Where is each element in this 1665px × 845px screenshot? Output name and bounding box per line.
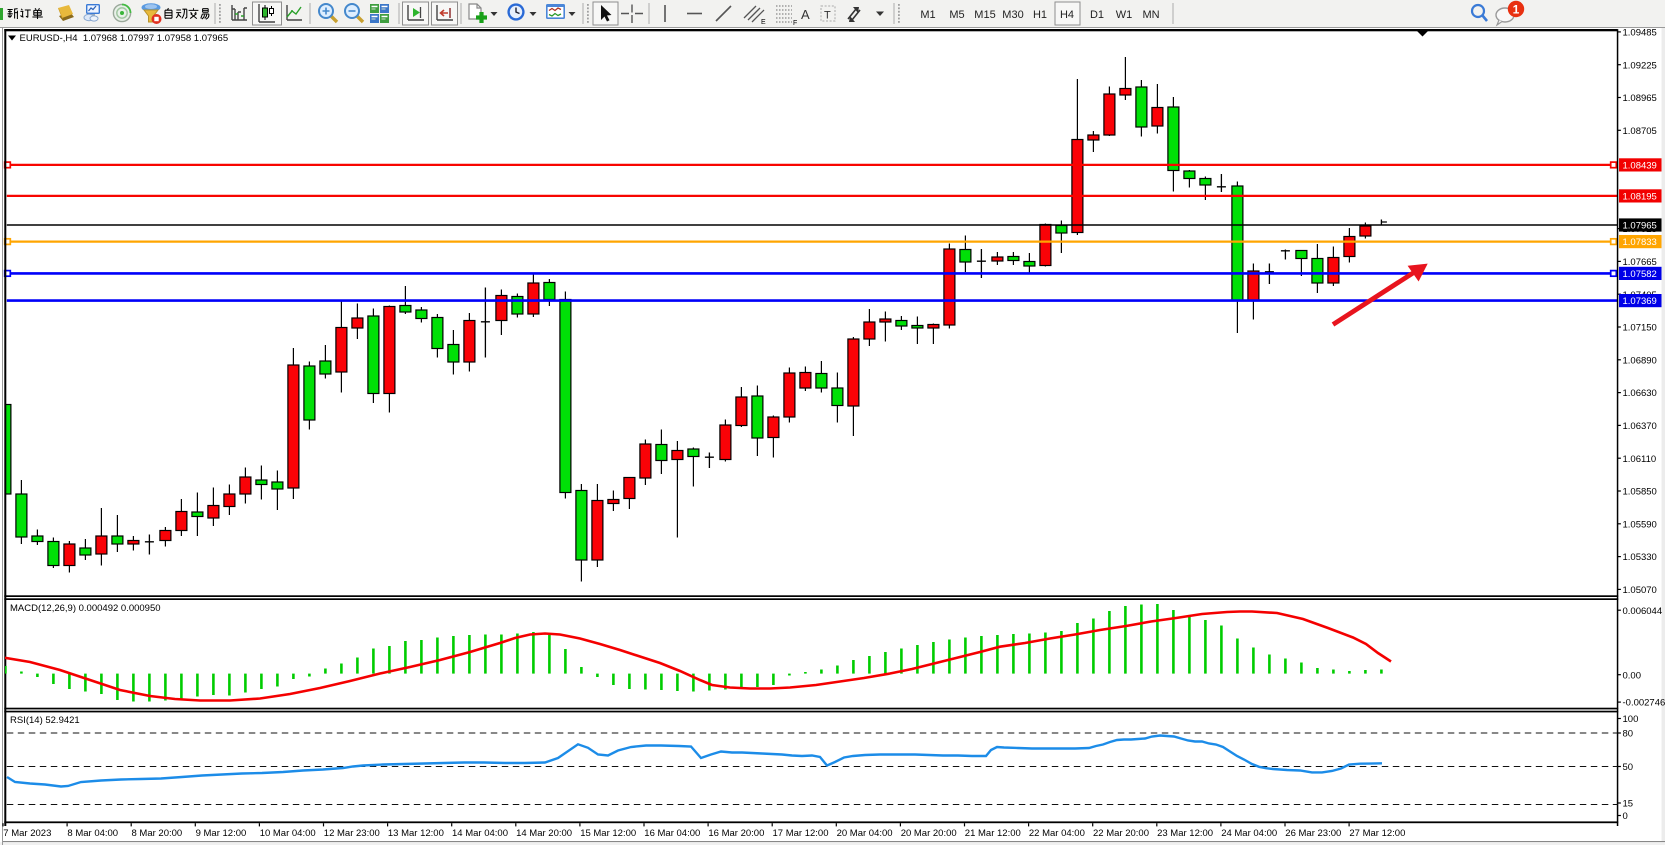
svg-text:15: 15 xyxy=(1623,799,1634,810)
svg-text:21 Mar 12:00: 21 Mar 12:00 xyxy=(965,828,1021,839)
svg-text:1.05590: 1.05590 xyxy=(1623,519,1657,530)
svg-text:1.07369: 1.07369 xyxy=(1623,296,1657,307)
svg-text:16 Mar 20:00: 16 Mar 20:00 xyxy=(708,828,764,839)
svg-text:26 Mar 23:00: 26 Mar 23:00 xyxy=(1285,828,1341,839)
svg-text:W1: W1 xyxy=(1116,9,1133,21)
svg-text:7 Mar 2023: 7 Mar 2023 xyxy=(3,828,51,839)
svg-text:100: 100 xyxy=(1623,714,1639,725)
svg-text:0: 0 xyxy=(1623,811,1628,822)
svg-text:1.06370: 1.06370 xyxy=(1623,421,1657,432)
svg-text:16 Mar 04:00: 16 Mar 04:00 xyxy=(644,828,700,839)
svg-text:12 Mar 23:00: 12 Mar 23:00 xyxy=(324,828,380,839)
svg-text:1.08705: 1.08705 xyxy=(1623,126,1657,137)
svg-text:F: F xyxy=(793,20,797,27)
svg-text:MN: MN xyxy=(1142,9,1159,21)
svg-text:22 Mar 04:00: 22 Mar 04:00 xyxy=(1029,828,1085,839)
svg-text:1.07965: 1.07965 xyxy=(1623,221,1657,232)
svg-text:A: A xyxy=(801,7,810,22)
svg-text:20 Mar 20:00: 20 Mar 20:00 xyxy=(901,828,957,839)
svg-text:20 Mar 04:00: 20 Mar 04:00 xyxy=(837,828,893,839)
svg-text:1.05850: 1.05850 xyxy=(1623,487,1657,498)
svg-text:1.08439: 1.08439 xyxy=(1623,161,1657,172)
svg-text:M5: M5 xyxy=(949,9,964,21)
svg-text:1.08195: 1.08195 xyxy=(1623,192,1657,203)
svg-text:9 Mar 12:00: 9 Mar 12:00 xyxy=(196,828,247,839)
svg-text:80: 80 xyxy=(1623,729,1634,740)
svg-text:1.07150: 1.07150 xyxy=(1623,323,1657,334)
svg-text:50: 50 xyxy=(1623,762,1634,773)
svg-text:M30: M30 xyxy=(1002,9,1023,21)
svg-text:H1: H1 xyxy=(1033,9,1047,21)
svg-text:H4: H4 xyxy=(1060,9,1074,21)
svg-text:1.07665: 1.07665 xyxy=(1623,257,1657,268)
svg-text:8 Mar 20:00: 8 Mar 20:00 xyxy=(132,828,183,839)
svg-text:8 Mar 04:00: 8 Mar 04:00 xyxy=(67,828,118,839)
svg-text:1.07833: 1.07833 xyxy=(1623,237,1657,248)
svg-text:13 Mar 12:00: 13 Mar 12:00 xyxy=(388,828,444,839)
svg-text:1.08965: 1.08965 xyxy=(1623,93,1657,104)
svg-text:14 Mar 20:00: 14 Mar 20:00 xyxy=(516,828,572,839)
svg-text:1: 1 xyxy=(1513,3,1520,17)
svg-text:EURUSD-,H4 1.07968 1.07997 1.: EURUSD-,H4 1.07968 1.07997 1.07958 1.079… xyxy=(20,33,229,44)
svg-text:10 Mar 04:00: 10 Mar 04:00 xyxy=(260,828,316,839)
svg-text:1.05330: 1.05330 xyxy=(1623,552,1657,563)
svg-text:14 Mar 04:00: 14 Mar 04:00 xyxy=(452,828,508,839)
svg-text:T: T xyxy=(824,10,831,22)
svg-text:MACD(12,26,9) 0.000492 0.00095: MACD(12,26,9) 0.000492 0.000950 xyxy=(10,603,161,614)
svg-text:23 Mar 12:00: 23 Mar 12:00 xyxy=(1157,828,1213,839)
svg-text:1.09225: 1.09225 xyxy=(1623,60,1657,71)
svg-text:1.06110: 1.06110 xyxy=(1623,454,1657,465)
svg-text:1.07582: 1.07582 xyxy=(1623,269,1657,280)
svg-text:22 Mar 20:00: 22 Mar 20:00 xyxy=(1093,828,1149,839)
svg-text:17 Mar 12:00: 17 Mar 12:00 xyxy=(773,828,829,839)
svg-text:1.06890: 1.06890 xyxy=(1623,355,1657,366)
svg-text:-0.002746: -0.002746 xyxy=(1623,698,1665,709)
svg-text:1.09485: 1.09485 xyxy=(1623,28,1657,39)
svg-text:RSI(14) 52.9421: RSI(14) 52.9421 xyxy=(10,715,80,726)
svg-text:E: E xyxy=(761,19,766,26)
svg-text:M1: M1 xyxy=(920,9,935,21)
svg-text:27 Mar 12:00: 27 Mar 12:00 xyxy=(1349,828,1405,839)
svg-text:M15: M15 xyxy=(974,9,995,21)
svg-text:15 Mar 12:00: 15 Mar 12:00 xyxy=(580,828,636,839)
svg-text:D1: D1 xyxy=(1090,9,1104,21)
svg-text:0.006044: 0.006044 xyxy=(1623,606,1663,617)
svg-text:24 Mar 04:00: 24 Mar 04:00 xyxy=(1221,828,1277,839)
svg-text:1.06630: 1.06630 xyxy=(1623,388,1657,399)
svg-text:1.05070: 1.05070 xyxy=(1623,585,1657,596)
svg-text:0.00: 0.00 xyxy=(1623,670,1642,681)
